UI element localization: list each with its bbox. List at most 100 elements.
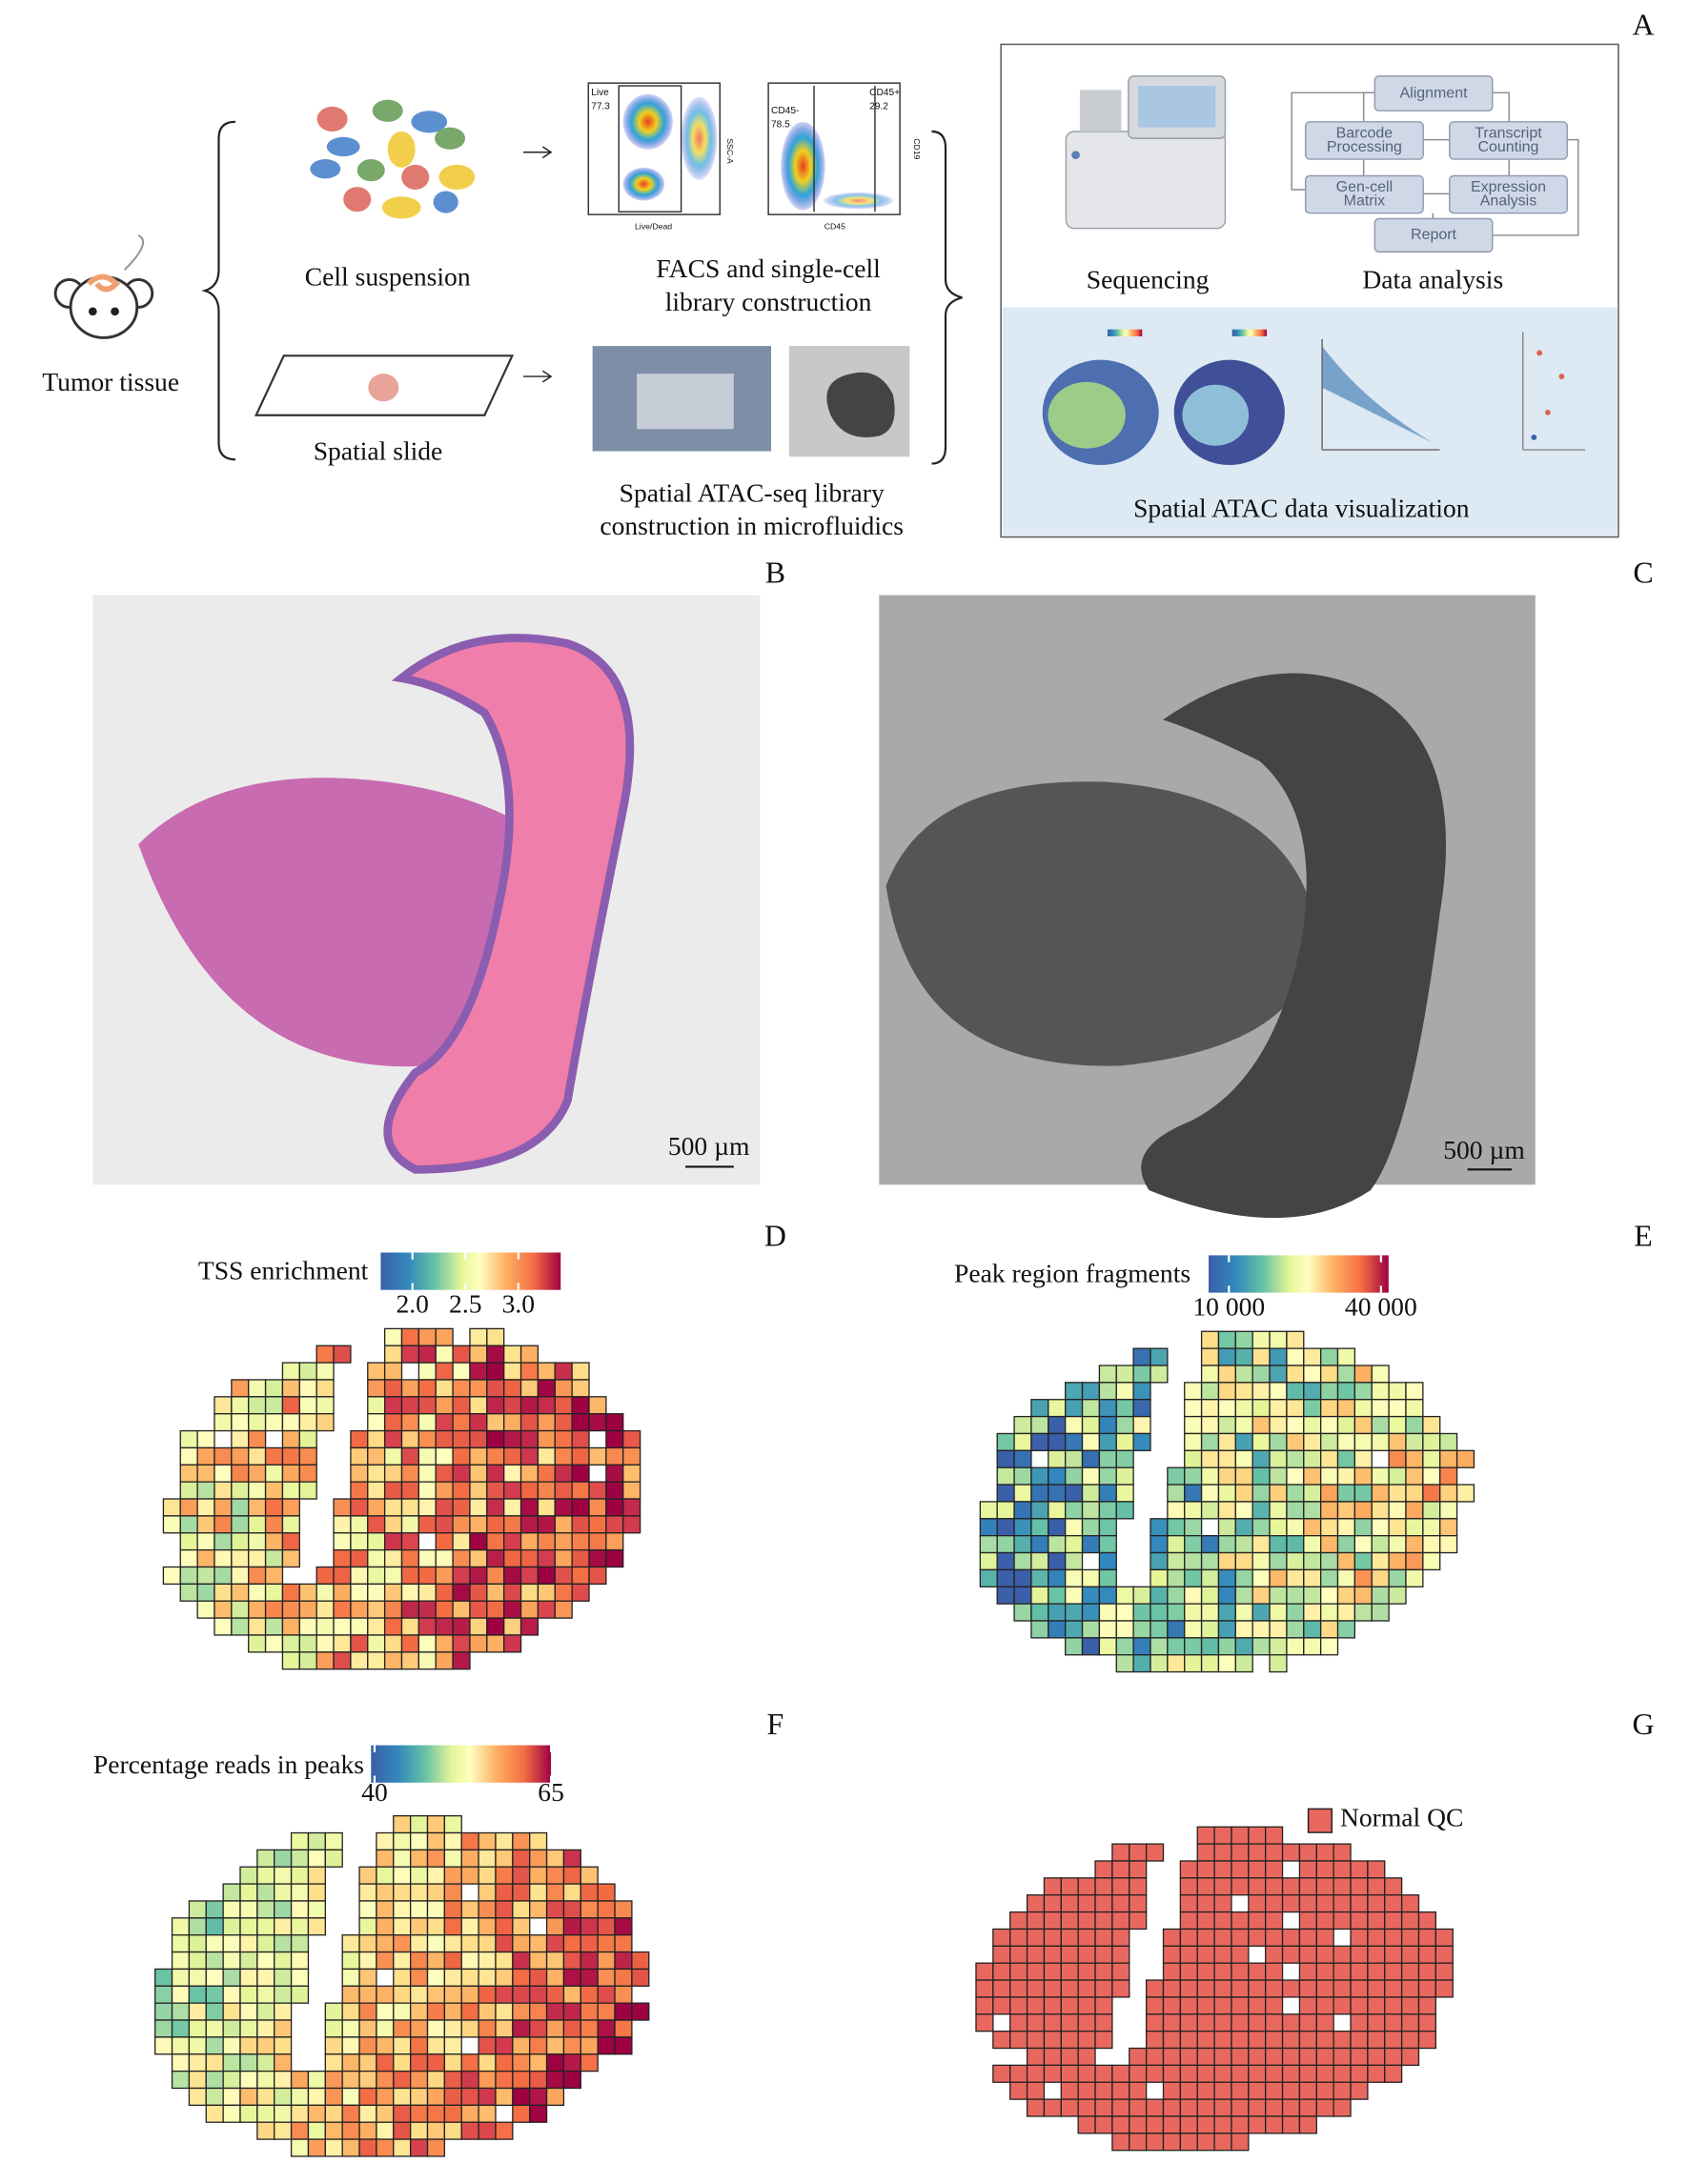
spot <box>478 2036 497 2055</box>
spot <box>1269 1535 1288 1554</box>
spot <box>1200 1415 1220 1435</box>
spot <box>588 1446 607 1466</box>
spot <box>452 1429 471 1449</box>
spot <box>588 1396 607 1415</box>
spot <box>264 1396 284 1415</box>
spot <box>1094 1962 1113 1981</box>
spot <box>162 1498 181 1517</box>
spot <box>1251 1620 1271 1639</box>
spot <box>537 1498 556 1517</box>
workflow-label: Report <box>1411 227 1456 243</box>
spot <box>1248 1979 1267 1998</box>
scale-label: 500 µm <box>1443 1135 1525 1164</box>
spot <box>1030 1586 1049 1605</box>
spot <box>298 1481 317 1500</box>
spot <box>188 1917 207 1936</box>
spot <box>1400 1979 1420 1998</box>
spot <box>1303 1449 1322 1468</box>
spot <box>992 2030 1011 2050</box>
spot <box>1129 2098 1148 2117</box>
spot <box>214 1617 233 1636</box>
spot <box>1111 1843 1130 1862</box>
spot <box>307 2121 326 2140</box>
spot <box>1013 1586 1032 1605</box>
spot <box>358 2070 377 2090</box>
spot <box>1350 2047 1369 2067</box>
spot <box>460 2087 479 2106</box>
spot <box>298 1464 317 1483</box>
spot <box>512 1900 531 1919</box>
spot <box>554 1600 573 1619</box>
workflow-node <box>1448 174 1568 214</box>
spot <box>1231 2064 1250 2083</box>
spot <box>1281 1894 1301 1913</box>
spot <box>222 1934 241 1953</box>
spot <box>614 1917 633 1936</box>
spot <box>1132 1432 1151 1451</box>
spot <box>1319 1382 1339 1401</box>
spot <box>1132 1603 1151 1622</box>
spot <box>1150 1586 1169 1605</box>
caption: FACS and single-cell <box>656 253 881 283</box>
spot <box>1371 1586 1390 1605</box>
spot <box>1248 2047 1267 2067</box>
spot <box>1388 1432 1407 1451</box>
spot <box>1179 1962 1198 1981</box>
spot <box>1231 2115 1250 2134</box>
spot <box>162 1566 181 1586</box>
spot <box>1081 1449 1101 1468</box>
spot <box>1060 2047 1079 2067</box>
spot <box>1065 1432 1084 1451</box>
spot <box>179 1515 198 1534</box>
spot <box>350 1548 369 1568</box>
spot <box>1217 1603 1236 1622</box>
spot <box>1298 1894 1317 1913</box>
spot <box>1184 1415 1203 1435</box>
spot <box>1336 1449 1356 1468</box>
spot <box>1350 1911 1369 1931</box>
spot <box>1167 1654 1186 1673</box>
spot <box>1065 1586 1084 1605</box>
spot <box>537 1583 556 1602</box>
spot <box>1026 2098 1046 2117</box>
spot <box>1298 2047 1317 2067</box>
spot <box>562 1849 581 1868</box>
spot <box>1265 1826 1284 1845</box>
spot <box>435 1634 454 1653</box>
spot <box>452 1634 471 1653</box>
spot <box>1179 1860 1198 1879</box>
spot <box>1048 1620 1067 1639</box>
spot <box>996 1551 1015 1571</box>
spot <box>1043 1962 1062 1981</box>
spot <box>519 1498 539 1517</box>
spot <box>426 1814 446 1834</box>
spot <box>1439 1484 1458 1503</box>
spot <box>1060 2064 1079 2083</box>
spot <box>383 1617 403 1636</box>
spot <box>1422 1449 1441 1468</box>
spot <box>554 1379 573 1398</box>
spot <box>545 1934 565 1953</box>
spot <box>1098 1603 1117 1622</box>
spot <box>383 1634 403 1653</box>
spot <box>1265 2047 1284 2067</box>
spot <box>307 1917 326 1936</box>
spot <box>205 2053 224 2073</box>
spot <box>1319 1535 1339 1554</box>
spot <box>1231 1928 1250 1947</box>
spot <box>298 1362 317 1381</box>
spot <box>1179 1945 1198 1964</box>
spot <box>1371 1603 1390 1622</box>
panel-label: F <box>766 1708 783 1741</box>
spot <box>179 1498 198 1517</box>
spot <box>1269 1518 1288 1537</box>
spot <box>486 1481 505 1500</box>
spot <box>256 2053 275 2073</box>
spot <box>1234 1382 1253 1401</box>
spot <box>443 2053 462 2073</box>
spot <box>1026 1979 1046 1998</box>
bracket <box>931 130 963 465</box>
spot <box>1251 1347 1271 1366</box>
spot <box>350 1464 369 1483</box>
spot <box>1371 1466 1390 1486</box>
